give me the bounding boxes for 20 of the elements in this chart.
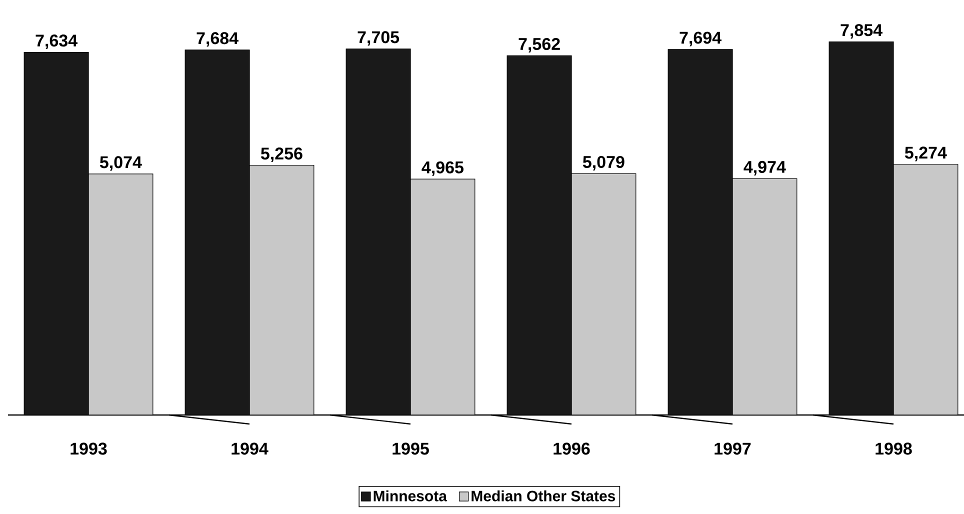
data-label: 7,634 <box>36 34 78 50</box>
data-label: 7,694 <box>680 32 722 46</box>
x-tick-label: 1994 <box>232 442 268 455</box>
data-label: 5,079 <box>582 156 624 170</box>
data-label: 5,256 <box>260 148 302 162</box>
data-label: 7,854 <box>840 24 882 39</box>
data-label: 4,965 <box>422 161 464 176</box>
x-tick-label: 1998 <box>876 442 912 455</box>
legend-label: Minnesota <box>374 490 448 502</box>
x-tick-label: 1993 <box>70 442 107 455</box>
data-label: 7,705 <box>358 31 400 46</box>
data-label: 5,274 <box>904 146 947 162</box>
x-tick-label: 1995 <box>392 442 429 455</box>
data-label: 4,974 <box>744 160 786 176</box>
legend-label: Median Other States <box>472 490 616 502</box>
data-label: 5,074 <box>100 156 142 171</box>
x-tick-label: 1996 <box>554 442 590 455</box>
data-label: 7,684 <box>196 32 238 47</box>
data-label: 7,562 <box>518 38 560 52</box>
x-tick-label: 1997 <box>714 442 751 455</box>
